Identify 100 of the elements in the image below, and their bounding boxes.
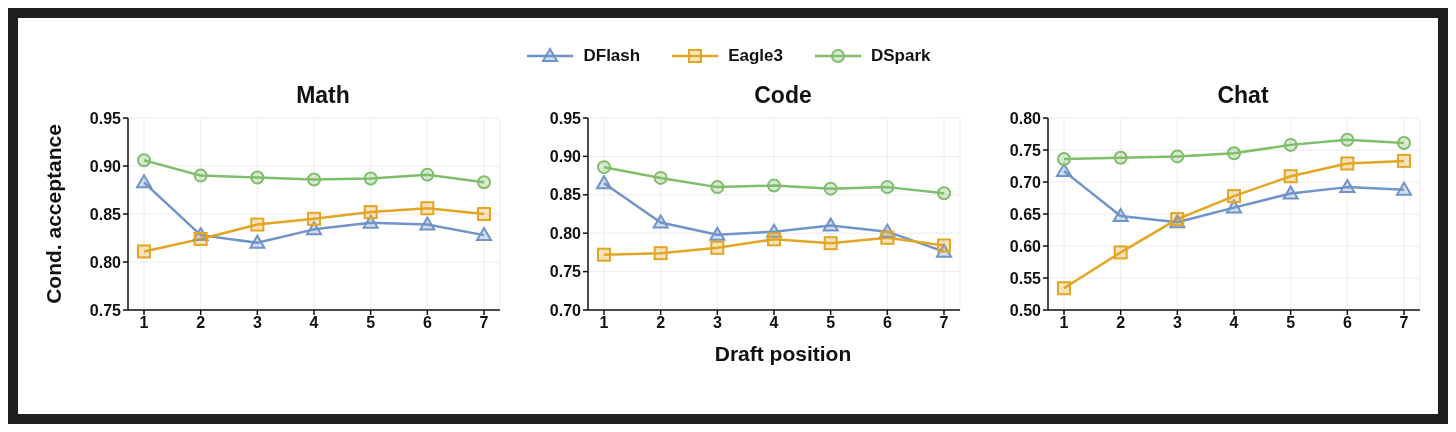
y-tick-label: 0.85	[89, 205, 122, 223]
point	[420, 201, 435, 216]
point	[307, 172, 321, 187]
chart-title: Code	[754, 82, 812, 110]
point	[307, 211, 321, 226]
point	[767, 232, 781, 247]
point	[597, 160, 611, 175]
x-tick-label: 3	[252, 314, 262, 332]
y-tick-label: 0.70	[549, 301, 582, 319]
y-tick-label: 0.90	[89, 157, 122, 175]
point	[710, 180, 725, 195]
point	[1057, 151, 1071, 166]
point	[250, 217, 265, 232]
point	[1339, 179, 1356, 194]
point	[710, 240, 725, 255]
point	[823, 181, 838, 196]
point	[1397, 153, 1411, 168]
y-tick-label: 0.65	[1009, 205, 1042, 223]
point	[363, 171, 378, 186]
y-tick-label: 0.95	[549, 109, 582, 127]
y-tick-label: 0.75	[549, 263, 582, 281]
x-tick-label: 2	[1116, 314, 1126, 332]
point	[476, 227, 492, 242]
y-tick-label: 0.75	[89, 301, 122, 319]
point	[652, 214, 669, 229]
point	[1397, 135, 1411, 150]
x-tick-label: 4	[769, 314, 779, 332]
point	[880, 180, 895, 195]
point	[1112, 207, 1129, 222]
legend-label: DFlash	[583, 46, 641, 66]
y-tick-label: 0.80	[1009, 109, 1042, 127]
point	[193, 231, 208, 246]
y-tick-label: 0.55	[1009, 269, 1042, 287]
point	[1396, 181, 1412, 196]
y-tick-label: 0.95	[89, 109, 122, 127]
point	[249, 234, 266, 249]
x-tick-label: 6	[882, 314, 892, 332]
point	[1227, 189, 1241, 204]
y-tick-label: 0.60	[1009, 237, 1042, 255]
point	[363, 205, 378, 220]
point	[823, 236, 838, 251]
point	[136, 174, 152, 189]
point	[709, 226, 726, 241]
x-tick-label: 3	[712, 314, 722, 332]
point	[1113, 245, 1128, 260]
point	[653, 246, 668, 261]
point	[937, 238, 951, 253]
y-tick-label: 0.80	[89, 253, 122, 271]
legend-label: Eagle3	[728, 46, 783, 66]
point	[419, 216, 436, 231]
y-tick-label: 0.90	[549, 148, 582, 166]
point	[477, 207, 491, 221]
y-tick-label: 0.70	[1009, 173, 1042, 191]
point	[1283, 169, 1298, 184]
x-tick-label: 5	[366, 314, 376, 332]
chart-title: Math	[296, 82, 350, 110]
point	[1170, 149, 1185, 164]
point	[1340, 132, 1355, 147]
x-tick-label: 1	[139, 314, 149, 332]
chart-title: Chat	[1217, 82, 1269, 110]
point	[1227, 146, 1241, 161]
x-tick-label: 2	[656, 314, 666, 332]
x-tick-label: 5	[826, 314, 836, 332]
x-tick-label: 4	[309, 314, 319, 332]
point	[250, 170, 265, 185]
point	[1113, 150, 1128, 165]
point	[1340, 156, 1355, 171]
x-tick-label: 1	[599, 314, 609, 332]
x-tick-label: 6	[1342, 314, 1352, 332]
point	[420, 167, 435, 182]
point	[597, 247, 611, 262]
x-tick-label: 2	[196, 314, 206, 332]
x-tick-label: 3	[1172, 314, 1182, 332]
point	[1282, 185, 1299, 200]
point	[137, 244, 151, 259]
x-tick-label: 6	[422, 314, 432, 332]
point	[477, 175, 491, 190]
y-tick-label: 0.75	[1009, 141, 1042, 159]
point	[937, 186, 951, 201]
x-tick-label: 5	[1286, 314, 1296, 332]
legend-label: DSpark	[870, 46, 931, 66]
x-tick-label: 4	[1229, 314, 1239, 332]
y-tick-label: 0.85	[549, 186, 582, 204]
x-tick-label: 1	[1059, 314, 1069, 332]
x-tick-label: 7	[939, 314, 949, 332]
point	[880, 230, 895, 245]
point	[1283, 137, 1298, 152]
point	[822, 217, 839, 232]
point	[596, 175, 612, 190]
y-tick-label: 0.80	[549, 224, 582, 242]
y-axis-title: Cond. acceptance	[42, 124, 66, 304]
point	[193, 168, 208, 183]
point	[1057, 281, 1071, 296]
x-tick-label: 7	[1399, 314, 1409, 332]
y-tick-label: 0.50	[1009, 301, 1042, 319]
x-tick-label: 7	[479, 314, 489, 332]
point	[137, 153, 151, 168]
point	[653, 170, 668, 185]
x-axis-title: Draft position	[714, 342, 852, 366]
point	[767, 178, 781, 193]
